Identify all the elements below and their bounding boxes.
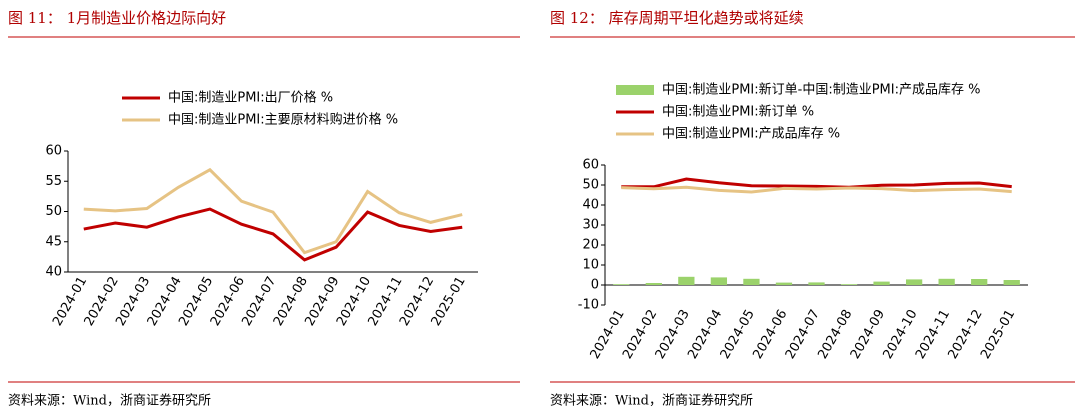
line: [621, 177, 1012, 189]
legend-label: 中国:制造业PMI:新订单-中国:制造业PMI:产成品库存 %: [662, 82, 980, 98]
bar: [743, 278, 760, 285]
source: 资料来源：Wind，浙商证券研究所: [8, 393, 211, 409]
legend-swatch: [616, 85, 654, 95]
bar: [775, 282, 793, 285]
bar: [873, 281, 890, 285]
y-tick-label: 40: [45, 265, 62, 280]
y-tick-label: 50: [582, 178, 599, 193]
bar: [645, 283, 662, 285]
bar: [971, 279, 988, 285]
y-tick-label: 0: [591, 278, 599, 293]
y-tick-label: 55: [45, 174, 62, 189]
chart-title: 图 12： 库存周期平坦化趋势或将延续: [550, 9, 804, 27]
y-tick-label: 60: [582, 158, 599, 173]
source: 资料来源：Wind，浙商证券研究所: [550, 393, 753, 409]
bar: [840, 284, 858, 285]
y-tick-label: 45: [45, 234, 62, 249]
y-tick-label: 20: [582, 238, 599, 253]
y-tick-label: 10: [582, 258, 599, 273]
bar: [678, 276, 695, 285]
chart-title: 图 11： 1月制造业价格边际向好: [8, 9, 226, 27]
legend-label: 中国:制造业PMI:主要原材料购进价格 %: [168, 112, 398, 128]
bar: [1003, 280, 1020, 285]
bar: [613, 284, 630, 285]
line: [83, 207, 463, 262]
y-tick-label: -10: [578, 298, 599, 313]
bar: [905, 279, 923, 285]
y-tick-label: 60: [45, 144, 62, 159]
y-tick-label: 40: [582, 198, 599, 213]
legend-label: 中国:制造业PMI:产成品库存 %: [662, 126, 840, 142]
line: [83, 167, 463, 255]
bar: [808, 282, 825, 285]
y-tick-label: 50: [45, 204, 62, 219]
line: [621, 185, 1012, 194]
bar: [710, 277, 728, 285]
y-tick-label: 30: [582, 218, 599, 233]
legend-label: 中国:制造业PMI:新订单 %: [662, 104, 814, 120]
legend-label: 中国:制造业PMI:出厂价格 %: [168, 90, 333, 106]
bar: [938, 278, 955, 285]
